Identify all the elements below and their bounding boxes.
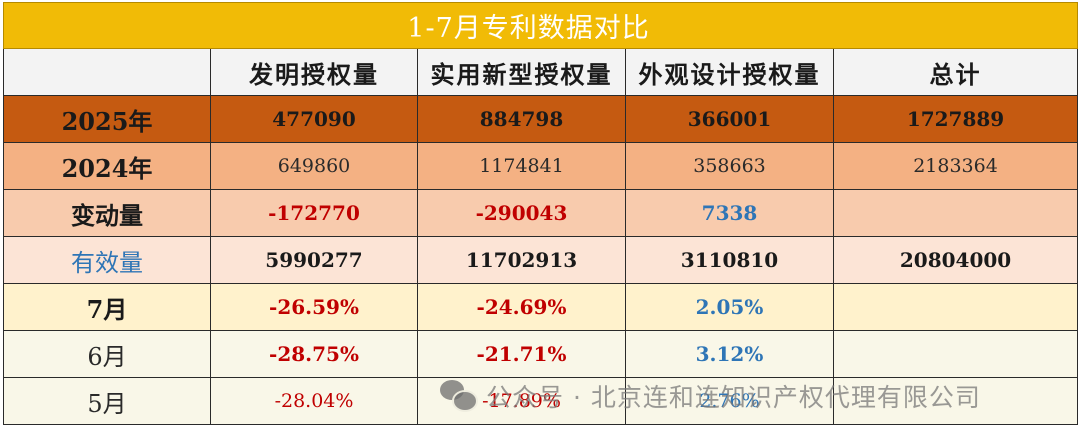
row-label: 6月	[3, 330, 211, 378]
header-row: 发明授权量 实用新型授权量 外观设计授权量 总计	[3, 48, 1079, 96]
header-invention: 发明授权量	[210, 48, 418, 96]
table-row-july: 7月 -26.59% -24.69% 2.05%	[3, 283, 1079, 331]
cell-invention: -26.59%	[210, 283, 418, 331]
cell-utility-model: 884798	[417, 95, 626, 143]
patent-comparison-table: 1-7月专利数据对比 发明授权量 实用新型授权量 外观设计授权量 总计 2025…	[2, 2, 1079, 425]
cell-design: 366001	[625, 95, 834, 143]
cell-utility-model: -21.71%	[417, 330, 626, 378]
cell-total: 2183364	[832, 142, 1079, 190]
table-row-2025: 2025年 477090 884798 366001 1727889	[3, 95, 1079, 143]
row-label: 2024年	[3, 142, 211, 190]
row-label: 变动量	[3, 189, 211, 237]
header-utility-model: 实用新型授权量	[417, 48, 626, 96]
title-row: 1-7月专利数据对比	[2, 2, 1079, 49]
cell-utility-model: 11702913	[417, 236, 626, 284]
cell-invention: -28.04%	[210, 377, 418, 425]
table-row-2024: 2024年 649860 1174841 358663 2183364	[3, 142, 1079, 190]
table-row-valid: 有效量 5990277 11702913 3110810 20804000	[3, 236, 1079, 284]
cell-design: 2.05%	[625, 283, 834, 331]
cell-design: 3110810	[625, 236, 834, 284]
row-label: 7月	[3, 283, 211, 331]
cell-design: 7338	[625, 189, 834, 237]
cell-invention: -28.75%	[210, 330, 418, 378]
cell-total	[832, 330, 1079, 378]
title-text: 1-7月专利数据对比	[407, 13, 650, 44]
cell-total	[832, 377, 1079, 425]
cell-design: 2.76%	[625, 377, 834, 425]
cell-total	[832, 283, 1079, 331]
cell-total: 20804000	[832, 236, 1079, 284]
cell-utility-model: -17.89%	[417, 377, 626, 425]
table-title: 1-7月专利数据对比	[2, 2, 1079, 49]
table-row-may: 5月 -28.04% -17.89% 2.76%	[3, 377, 1079, 425]
header-empty	[3, 48, 211, 96]
cell-design: 358663	[625, 142, 834, 190]
cell-invention: 649860	[210, 142, 418, 190]
cell-utility-model: -290043	[417, 189, 626, 237]
cell-invention: 5990277	[210, 236, 418, 284]
cell-total	[832, 189, 1079, 237]
row-label: 2025年	[3, 95, 211, 143]
cell-invention: -172770	[210, 189, 418, 237]
cell-utility-model: -24.69%	[417, 283, 626, 331]
table-row-change: 变动量 -172770 -290043 7338	[3, 189, 1079, 237]
patent-comparison-table-container: 1-7月专利数据对比 发明授权量 实用新型授权量 外观设计授权量 总计 2025…	[2, 2, 1079, 425]
header-design: 外观设计授权量	[625, 48, 834, 96]
cell-design: 3.12%	[625, 330, 834, 378]
cell-total: 1727889	[832, 95, 1079, 143]
row-label: 5月	[3, 377, 211, 425]
cell-invention: 477090	[210, 95, 418, 143]
row-label: 有效量	[3, 236, 211, 284]
header-total: 总计	[832, 48, 1079, 96]
table-row-june: 6月 -28.75% -21.71% 3.12%	[3, 330, 1079, 378]
cell-utility-model: 1174841	[417, 142, 626, 190]
